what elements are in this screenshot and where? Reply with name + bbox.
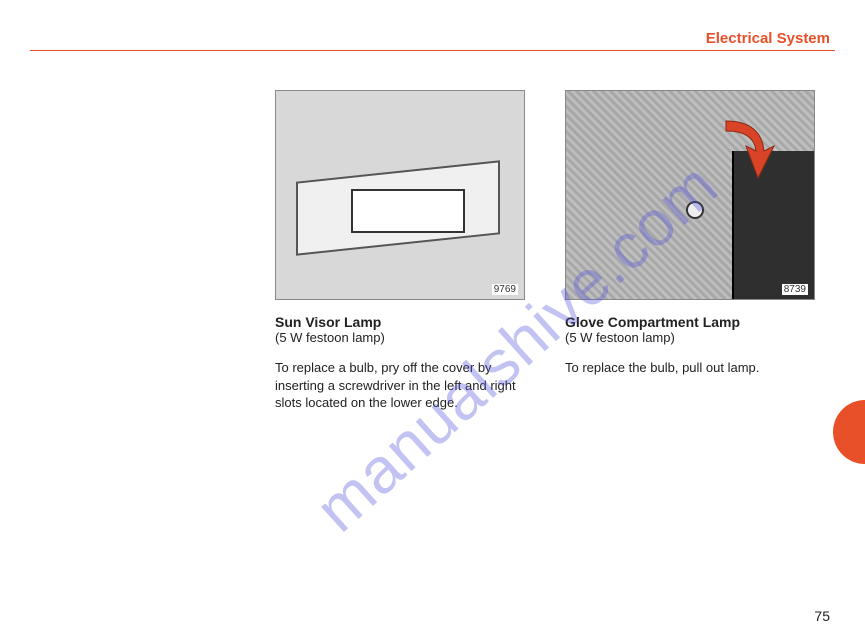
figure-number: 9769 [492,284,518,295]
header-rule [30,50,835,51]
left-heading: Sun Visor Lamp [275,314,525,330]
left-body-text: To replace a bulb, pry off the cover by … [275,359,525,412]
glove-compartment-figure: 8739 [565,90,815,300]
section-tab [833,400,865,464]
knob-shape [686,201,704,219]
visor-mirror-shape [351,189,465,233]
sun-visor-figure: 9769 [275,90,525,300]
figure-number: 8739 [782,284,808,295]
arrow-icon [716,116,776,186]
right-heading: Glove Compartment Lamp [565,314,815,330]
left-subheading: (5 W festoon lamp) [275,330,525,345]
right-column: 8739 Glove Compartment Lamp (5 W festoon… [565,90,815,412]
page-number: 75 [814,608,830,624]
section-title: Electrical System [706,30,830,47]
right-subheading: (5 W festoon lamp) [565,330,815,345]
right-body-text: To replace the bulb, pull out lamp. [565,359,815,377]
content-area: 9769 Sun Visor Lamp (5 W festoon lamp) T… [275,90,815,412]
left-column: 9769 Sun Visor Lamp (5 W festoon lamp) T… [275,90,525,412]
